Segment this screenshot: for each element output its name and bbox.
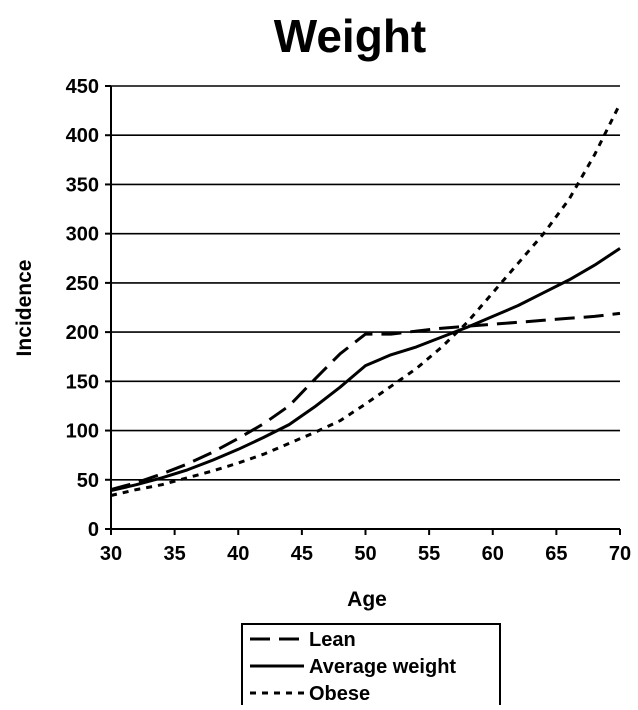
series-line-lean <box>110 311 621 492</box>
grid-lines <box>111 85 620 481</box>
chart-title: Weight <box>274 10 426 62</box>
y-tick-label-5: 250 <box>66 273 99 295</box>
legend-label-obese: Obese <box>309 683 370 705</box>
series-lines <box>110 103 622 497</box>
y-axis-title: Incidence <box>13 260 36 357</box>
y-tick-label-1: 50 <box>77 470 99 492</box>
legend-items: Lean Average weight Obese <box>250 629 456 705</box>
x-tick-label-8: 70 <box>609 543 631 565</box>
y-tick-label-4: 200 <box>66 322 99 344</box>
y-tick-label-7: 350 <box>66 174 99 196</box>
legend: Lean Average weight Obese <box>241 623 501 710</box>
x-tick-labels: 30 35 40 45 50 55 60 65 70 <box>100 543 631 565</box>
series-line-average-weight <box>110 247 621 493</box>
y-tick-label-6: 300 <box>66 224 99 246</box>
y-tick-label-8: 400 <box>66 125 99 147</box>
y-tick-label-9: 450 <box>66 76 99 98</box>
y-tick-label-2: 100 <box>66 421 99 443</box>
legend-label-average-weight: Average weight <box>309 656 456 678</box>
x-tick-label-7: 65 <box>545 543 567 565</box>
x-tick-label-1: 35 <box>164 543 186 565</box>
x-tick-label-4: 50 <box>354 543 376 565</box>
y-tick-label-0: 0 <box>88 519 99 541</box>
legend-label-lean: Lean <box>309 629 356 651</box>
y-tick-labels: 0 50 100 150 200 250 300 350 400 450 <box>66 76 99 541</box>
series-line-obese <box>110 103 622 497</box>
x-axis-title: Age <box>347 588 387 611</box>
x-tick-label-0: 30 <box>100 543 122 565</box>
axes <box>105 85 621 535</box>
x-tick-label-3: 45 <box>291 543 313 565</box>
y-tick-label-3: 150 <box>66 371 99 393</box>
x-tick-label-6: 60 <box>482 543 504 565</box>
x-tick-label-5: 55 <box>418 543 440 565</box>
x-tick-label-2: 40 <box>227 543 249 565</box>
